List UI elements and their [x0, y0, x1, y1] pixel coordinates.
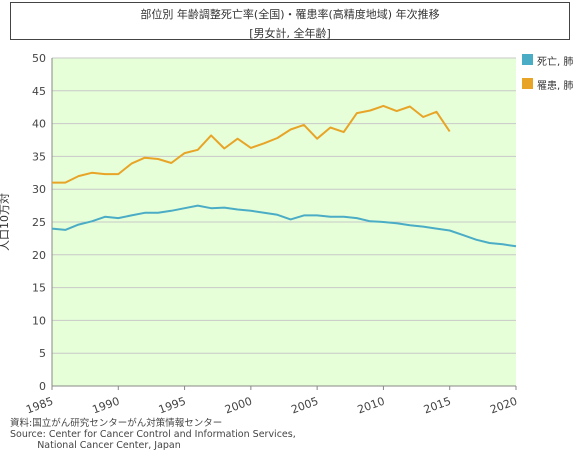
series-line-1 [52, 104, 451, 184]
y-tick-label: 40 [32, 118, 46, 131]
x-tick-label: 1990 [91, 395, 122, 417]
y-tick-label: 50 [32, 52, 46, 65]
y-tick-label: 5 [39, 347, 46, 360]
legend-swatch-incidence [522, 78, 533, 89]
legend-label-incidence: 罹患, 肺 [537, 81, 574, 92]
y-tick-label: 30 [32, 183, 46, 196]
x-tick-label: 2005 [289, 395, 320, 417]
y-tick-label: 25 [32, 216, 46, 229]
x-tick-label: 2020 [488, 395, 519, 417]
y-tick-label: 35 [32, 150, 46, 163]
series-line-0 [51, 204, 517, 248]
y-tick-label: 10 [32, 314, 46, 327]
x-tick-label: 2000 [223, 395, 254, 417]
x-tick-label: 2010 [356, 395, 387, 417]
y-tick-label: 20 [32, 249, 46, 262]
chart-title: 部位別 年齢調整死亡率(全国)・罹患率(高精度地域) 年次推移 [140, 8, 440, 21]
source-note: 資料:国立がん研究センターがん対策情報センター Source: Center f… [10, 418, 296, 451]
x-tick-label: 1985 [24, 395, 55, 417]
y-tick-label: 45 [32, 85, 46, 98]
legend-item-incidence[interactable]: 罹患, 肺 [522, 76, 580, 94]
legend-item-death[interactable]: 死亡, 肺 [522, 52, 580, 70]
legend-label-death: 死亡, 肺 [537, 57, 574, 68]
y-tick-label: 15 [32, 282, 46, 295]
x-tick-label: 1995 [157, 395, 188, 417]
chart-title-box: 部位別 年齢調整死亡率(全国)・罹患率(高精度地域) 年次推移 [男女計, 全年… [10, 2, 570, 40]
legend-swatch-death [522, 54, 533, 65]
y-tick-label: 0 [39, 380, 46, 393]
y-axis-title: 人口10万対 [0, 193, 11, 251]
legend: 死亡, 肺 罹患, 肺 [522, 52, 580, 100]
chart-subtitle: [男女計, 全年齢] [249, 27, 331, 40]
source-line-1: 資料:国立がん研究センターがん対策情報センター [10, 418, 223, 429]
source-line-3: National Cancer Center, Japan [37, 440, 181, 451]
x-tick-label: 2015 [422, 395, 453, 417]
source-line-2: Source: Center for Cancer Control and In… [10, 429, 296, 440]
